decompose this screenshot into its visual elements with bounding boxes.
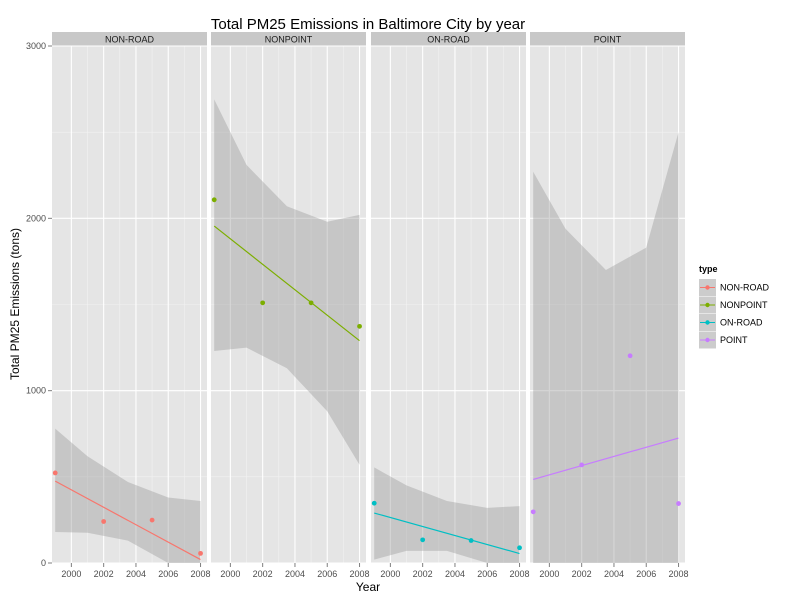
chart-title: Total PM25 Emissions in Baltimore City b… [211,16,525,33]
data-point [420,537,426,543]
data-point [530,509,536,515]
data-point [676,501,681,506]
panel-on-road: ON-ROAD 2000 2002 2004 2006 2008 [371,32,530,579]
legend-key-point [705,320,710,325]
x-tick-label: 2004 [445,569,465,579]
data-point [211,197,217,203]
facet-strip-label: NON-ROAD [105,35,154,45]
panel-nonpoint: NONPOINT 2000 2002 2004 2006 2008 [211,32,370,579]
facet-strip [371,32,526,46]
legend-item-on-road: ON-ROAD [699,314,763,331]
data-point [52,470,58,476]
confidence-band [214,99,360,465]
y-tick-label: 0 [41,558,46,568]
legend-label: NON-ROAD [720,283,769,293]
data-point [260,300,266,306]
x-tick-label: 2006 [158,569,178,579]
legend-item-non-road: NON-ROAD [699,279,769,296]
x-tick-label: 2002 [94,569,114,579]
legend-key-point [705,302,710,308]
data-point [308,300,314,306]
x-tick-label: 2004 [604,569,624,579]
y-tick-label: 2000 [26,213,46,223]
fit-line [533,437,679,480]
confidence-band [374,467,520,563]
fit-line [54,480,201,561]
legend-key-point [705,285,710,290]
legend-title: type [699,264,718,274]
y-axis-title: Total PM25 Emissions (tons) [8,228,22,380]
x-tick-label: 2002 [572,569,592,579]
facet-strip-label: NONPOINT [265,35,313,45]
x-tick-label: 2002 [413,569,433,579]
confidence-band [533,132,679,563]
facet-strip [211,32,366,46]
legend-item-point: POINT [699,331,748,349]
x-tick-label: 2008 [510,569,530,579]
y-axis: 0 1000 2000 3000 [26,41,52,568]
fit-line [213,225,360,342]
panel-point: POINT 2000 2002 2004 2006 2008 [530,32,689,579]
data-point [357,323,362,329]
data-point [627,353,633,359]
x-tick-label: 2004 [126,569,146,579]
x-tick-label: 2006 [477,569,497,579]
legend-label: NONPOINT [720,300,768,310]
confidence-band [55,428,201,563]
x-tick-label: 2006 [636,569,656,579]
legend: type NON-ROAD NONPOINT ON-ROAD POINT [699,264,769,349]
x-tick-label: 2000 [539,569,559,579]
data-point [198,550,203,556]
facet-strip [52,32,207,46]
x-tick-label: 2006 [317,569,337,579]
x-axis-title: Year [356,580,380,594]
x-tick-label: 2002 [253,569,273,579]
data-point [517,545,522,551]
legend-key-point [705,337,710,343]
x-tick-label: 2008 [350,569,370,579]
legend-label: POINT [720,335,748,345]
facet-strip-label: POINT [594,35,622,45]
x-tick-label: 2008 [669,569,689,579]
legend-label: ON-ROAD [720,318,763,328]
x-tick-label: 2008 [191,569,211,579]
fit-line [374,512,520,555]
x-tick-label: 2000 [220,569,240,579]
data-point [101,519,107,524]
facet-panels: NON-ROAD 2000 2002 2004 2006 2008 NONPOINT 2000… [52,32,689,579]
data-point [468,538,474,543]
panel-non-road: NON-ROAD 2000 2002 2004 2006 2008 [52,32,211,579]
legend-item-nonpoint: NONPOINT [699,296,768,314]
x-tick-label: 2000 [380,569,400,579]
x-tick-label: 2000 [61,569,81,579]
data-point [579,462,585,468]
y-tick-label: 1000 [26,386,46,396]
x-tick-label: 2004 [285,569,305,579]
facet-strip [530,32,685,46]
facet-strip-label: ON-ROAD [427,35,470,45]
data-point [371,500,377,506]
y-tick-label: 3000 [26,41,46,51]
data-point [149,517,155,523]
